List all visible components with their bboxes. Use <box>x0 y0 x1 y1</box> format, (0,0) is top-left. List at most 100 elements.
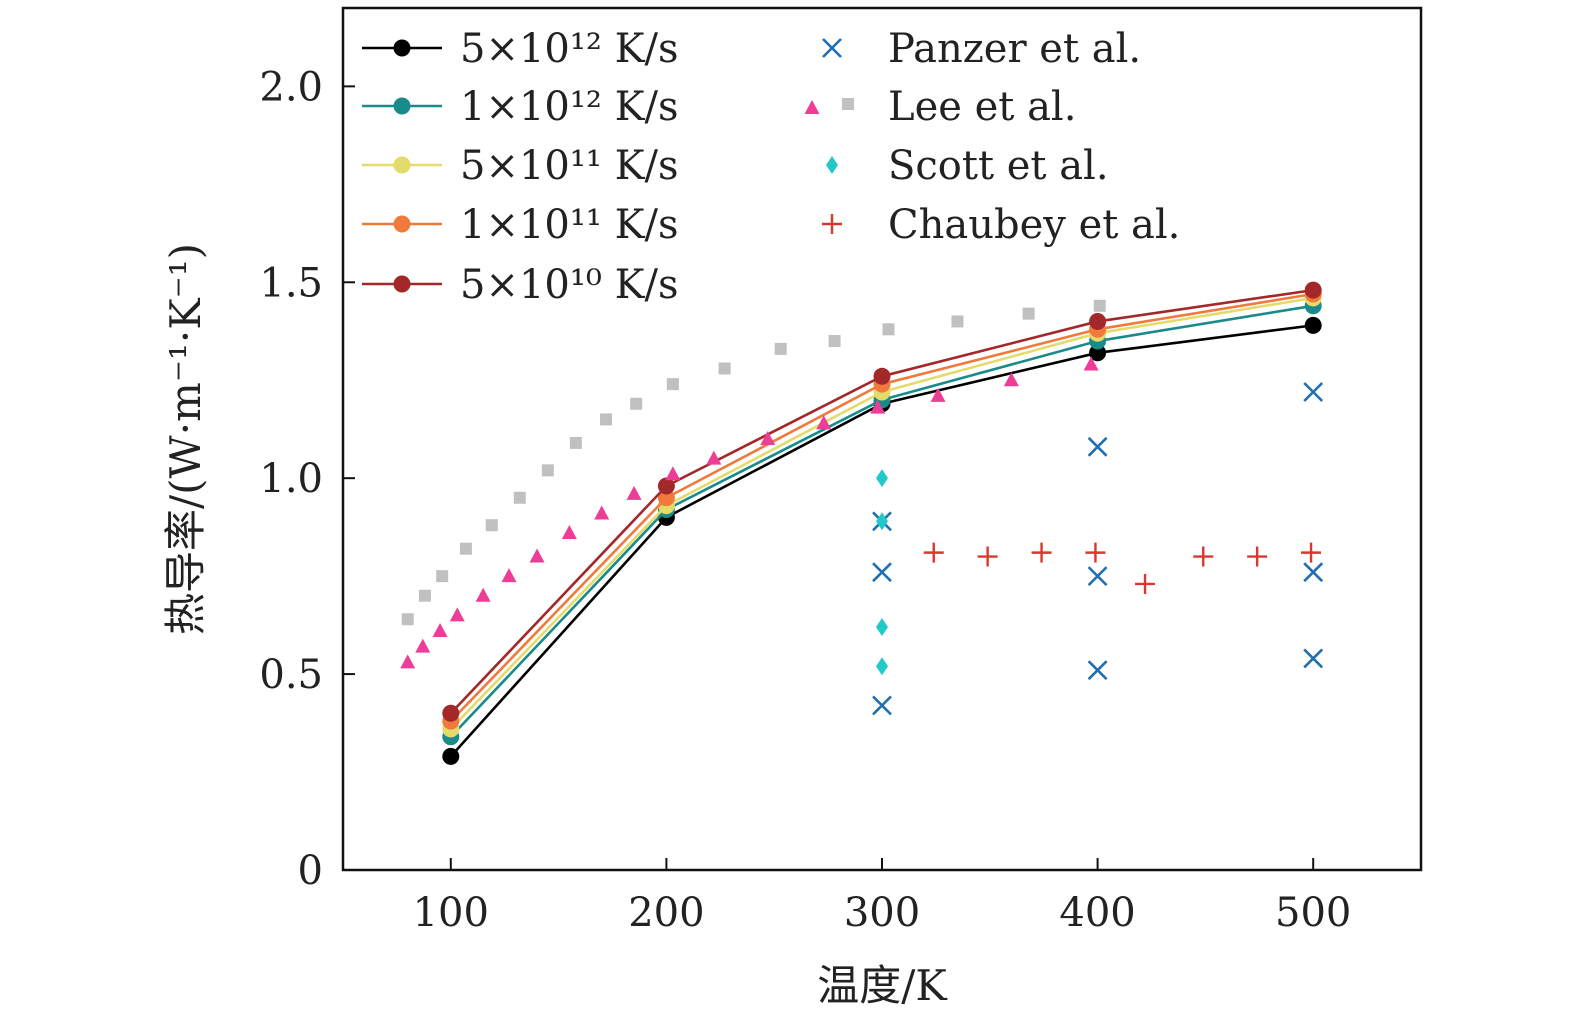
data-point <box>1303 562 1324 583</box>
data-point <box>1022 307 1035 320</box>
data-point <box>1093 299 1106 312</box>
series <box>442 281 1322 722</box>
plot-frame <box>341 6 1423 872</box>
data-point <box>501 568 517 583</box>
data-point <box>930 387 946 402</box>
data-point <box>529 548 545 563</box>
legend-marker <box>826 156 838 174</box>
data-point <box>626 485 642 500</box>
legend-marker <box>804 100 820 114</box>
series-line <box>449 292 1314 723</box>
axes-layer: 100 200 300 400 500 0 0.5 1.0 1.5 2.0 <box>259 64 1351 936</box>
data-point <box>600 413 613 426</box>
data-point <box>449 607 465 622</box>
x-axis-label: 温度/K <box>817 961 948 1010</box>
data-point <box>630 397 643 410</box>
x-tick-label: 100 <box>413 890 489 936</box>
data-point <box>1083 356 1099 371</box>
data-point <box>1303 648 1324 669</box>
data-point <box>828 335 841 348</box>
data-point <box>418 589 431 602</box>
y-tick-label: 2.0 <box>259 64 323 110</box>
legend-marker <box>393 97 411 115</box>
data-point <box>760 431 776 445</box>
data-point <box>872 695 892 716</box>
data-point <box>876 618 888 637</box>
data-point <box>459 542 472 555</box>
data-point <box>1089 344 1107 362</box>
y-tick-label: 1.5 <box>259 260 323 306</box>
legend-marker <box>393 215 411 233</box>
series <box>401 299 1106 626</box>
legend-label: Scott et al. <box>888 143 1109 189</box>
data-point <box>923 542 944 563</box>
data-point <box>400 654 416 669</box>
data-point <box>1304 281 1322 299</box>
legend-marker <box>822 214 842 234</box>
data-point <box>876 512 888 531</box>
data-point <box>657 477 675 495</box>
y-tick-label: 0.5 <box>259 652 323 698</box>
legend-marker <box>393 39 411 57</box>
data-point <box>442 747 460 765</box>
data-point <box>951 315 964 328</box>
legend-label: 5×10¹¹ K/s <box>460 143 679 189</box>
data-point <box>816 415 832 430</box>
data-point <box>1193 546 1214 567</box>
data-point <box>1301 542 1322 563</box>
data-point <box>594 505 610 520</box>
data-point <box>436 570 449 583</box>
data-point <box>1089 312 1107 330</box>
legend-marker <box>822 38 842 58</box>
data-point <box>475 587 491 602</box>
x-tick-label: 200 <box>628 890 704 936</box>
legend-marker <box>393 156 411 174</box>
y-tick-label: 1.0 <box>259 456 323 502</box>
series-line <box>449 288 1314 715</box>
data-point <box>432 622 448 637</box>
data-point <box>718 362 731 375</box>
data-point <box>569 436 582 449</box>
data-point <box>1087 436 1108 457</box>
data-point <box>882 323 895 336</box>
data-point <box>1087 660 1108 681</box>
data-point <box>876 657 888 676</box>
data-point <box>1304 316 1322 334</box>
series <box>872 382 1324 716</box>
data-point <box>1135 573 1156 594</box>
data-point <box>774 342 787 355</box>
data-point <box>513 491 526 504</box>
legend: 5×10¹² K/s 1×10¹² K/s 5×10¹¹ K/s 1×10¹¹ K/s… <box>362 26 1180 308</box>
y-tick-label: 0 <box>298 848 323 894</box>
data-point <box>1303 382 1324 402</box>
data-point <box>872 562 892 583</box>
data-point <box>876 469 888 488</box>
data-point <box>415 638 431 653</box>
series-layer <box>400 281 1324 765</box>
data-point <box>1031 542 1052 563</box>
data-point <box>873 367 891 385</box>
x-tick-label: 400 <box>1059 890 1135 936</box>
series <box>923 542 1322 594</box>
data-point <box>1003 372 1019 387</box>
data-point <box>870 399 886 414</box>
data-point <box>442 704 460 722</box>
legend-label: Panzer et al. <box>888 26 1141 72</box>
data-point <box>1087 566 1108 587</box>
data-point <box>977 546 998 567</box>
data-point <box>657 489 675 507</box>
series <box>400 356 1099 669</box>
data-point <box>401 613 414 626</box>
legend-marker <box>393 275 411 293</box>
legend-label: 1×10¹² K/s <box>460 84 679 130</box>
data-point <box>1247 546 1268 567</box>
legend-label: 5×10¹⁰ K/s <box>460 262 679 308</box>
x-tick-label: 300 <box>844 890 920 936</box>
data-point <box>1085 542 1106 563</box>
legend-label: 5×10¹² K/s <box>460 26 679 72</box>
legend-label: 1×10¹¹ K/s <box>460 202 679 248</box>
legend-label: Chaubey et al. <box>888 202 1180 248</box>
data-point <box>666 378 679 391</box>
